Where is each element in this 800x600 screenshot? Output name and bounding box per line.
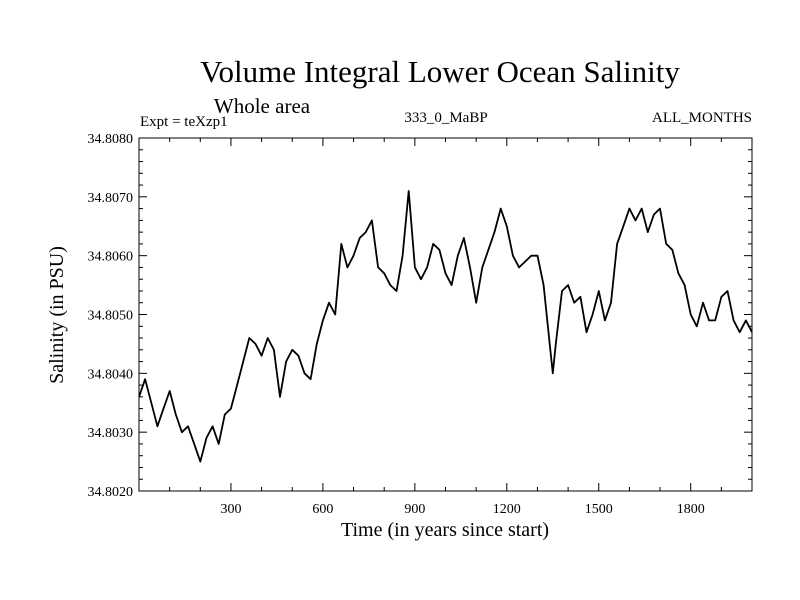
period-label: 333_0_MaBP (404, 110, 487, 126)
y-tick-label: 34.8060 (88, 250, 134, 265)
y-tick-label: 34.8070 (88, 191, 134, 206)
x-axis-label: Time (in years since start) (341, 519, 549, 541)
y-tick-label: 34.8020 (88, 485, 134, 500)
y-axis: 34.8020 34.8030 34.8040 34.8050 34.8060 34.80… (88, 132, 752, 500)
salinity-series-line (138, 190, 753, 463)
experiment-label: Expt = teXzp1 (140, 114, 228, 130)
months-label: ALL_MONTHS (652, 110, 752, 126)
chart-subtitle: Whole area (214, 94, 311, 118)
x-axis: 300 600 900 1200 1500 1800 (169, 138, 722, 517)
x-tick-label: 1500 (585, 502, 613, 517)
x-tick-label: 1200 (493, 502, 521, 517)
y-axis-label: Salinity (in PSU) (46, 246, 68, 384)
x-tick-label: 600 (312, 502, 333, 517)
y-tick-label: 34.8040 (88, 367, 134, 382)
y-tick-label: 34.8030 (88, 426, 134, 441)
y-tick-label: 34.8080 (88, 132, 134, 147)
x-tick-label: 900 (404, 502, 425, 517)
series-layer (138, 190, 753, 463)
chart-title: Volume Integral Lower Ocean Salinity (200, 54, 680, 89)
plot-frame (138, 137, 753, 492)
x-tick-label: 300 (220, 502, 241, 517)
y-tick-label: 34.8050 (88, 309, 134, 324)
x-tick-label: 1800 (677, 502, 705, 517)
